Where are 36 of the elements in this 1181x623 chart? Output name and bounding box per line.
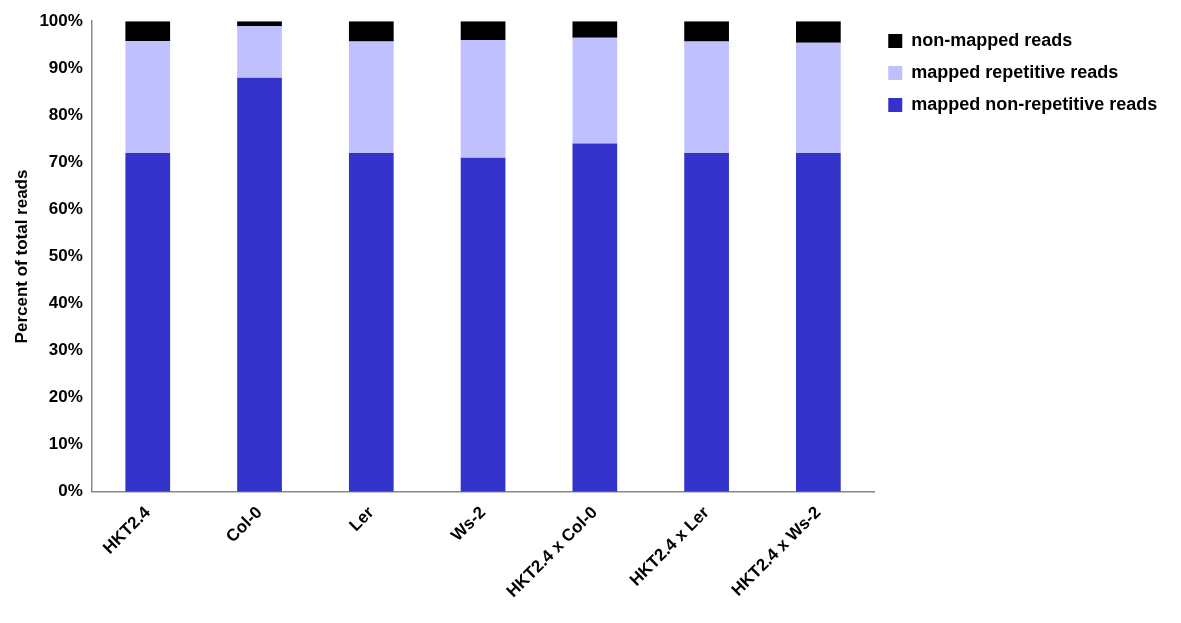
bar [237,25,282,78]
bar [684,152,729,492]
y-tick-label: 70% [48,152,83,172]
bar [572,143,618,492]
bar [684,41,729,153]
legend-label: non-mapped reads [911,29,1073,50]
bar [125,21,171,41]
bar [348,152,394,492]
y-tick-label: 90% [48,57,83,77]
legend-label: mapped non-repetitive reads [911,93,1158,114]
y-axis-title: Percent of total reads [11,169,31,344]
bar [460,157,506,492]
bar [348,41,394,153]
bar [572,37,618,144]
bar [125,40,171,153]
bar [796,42,841,153]
bar [348,21,394,42]
bar [237,77,282,492]
y-tick-label: 100% [39,10,83,30]
x-tick-label: Ler [345,502,378,535]
y-tick-label: 50% [48,246,83,266]
y-tick-label: 0% [58,481,83,501]
y-tick-label: 20% [48,387,83,407]
y-tick-label: 10% [48,434,83,454]
legend-label: mapped repetitive reads [911,61,1119,82]
bar [125,152,171,492]
bar [684,21,729,42]
bar [572,21,618,38]
bar [460,21,506,41]
y-tick-label: 40% [48,293,83,313]
bar [796,152,841,492]
bar [460,40,506,158]
y-tick-label: 80% [48,105,83,124]
y-tick-label: 30% [48,340,83,360]
bar [796,21,841,43]
y-tick-label: 60% [48,199,83,219]
